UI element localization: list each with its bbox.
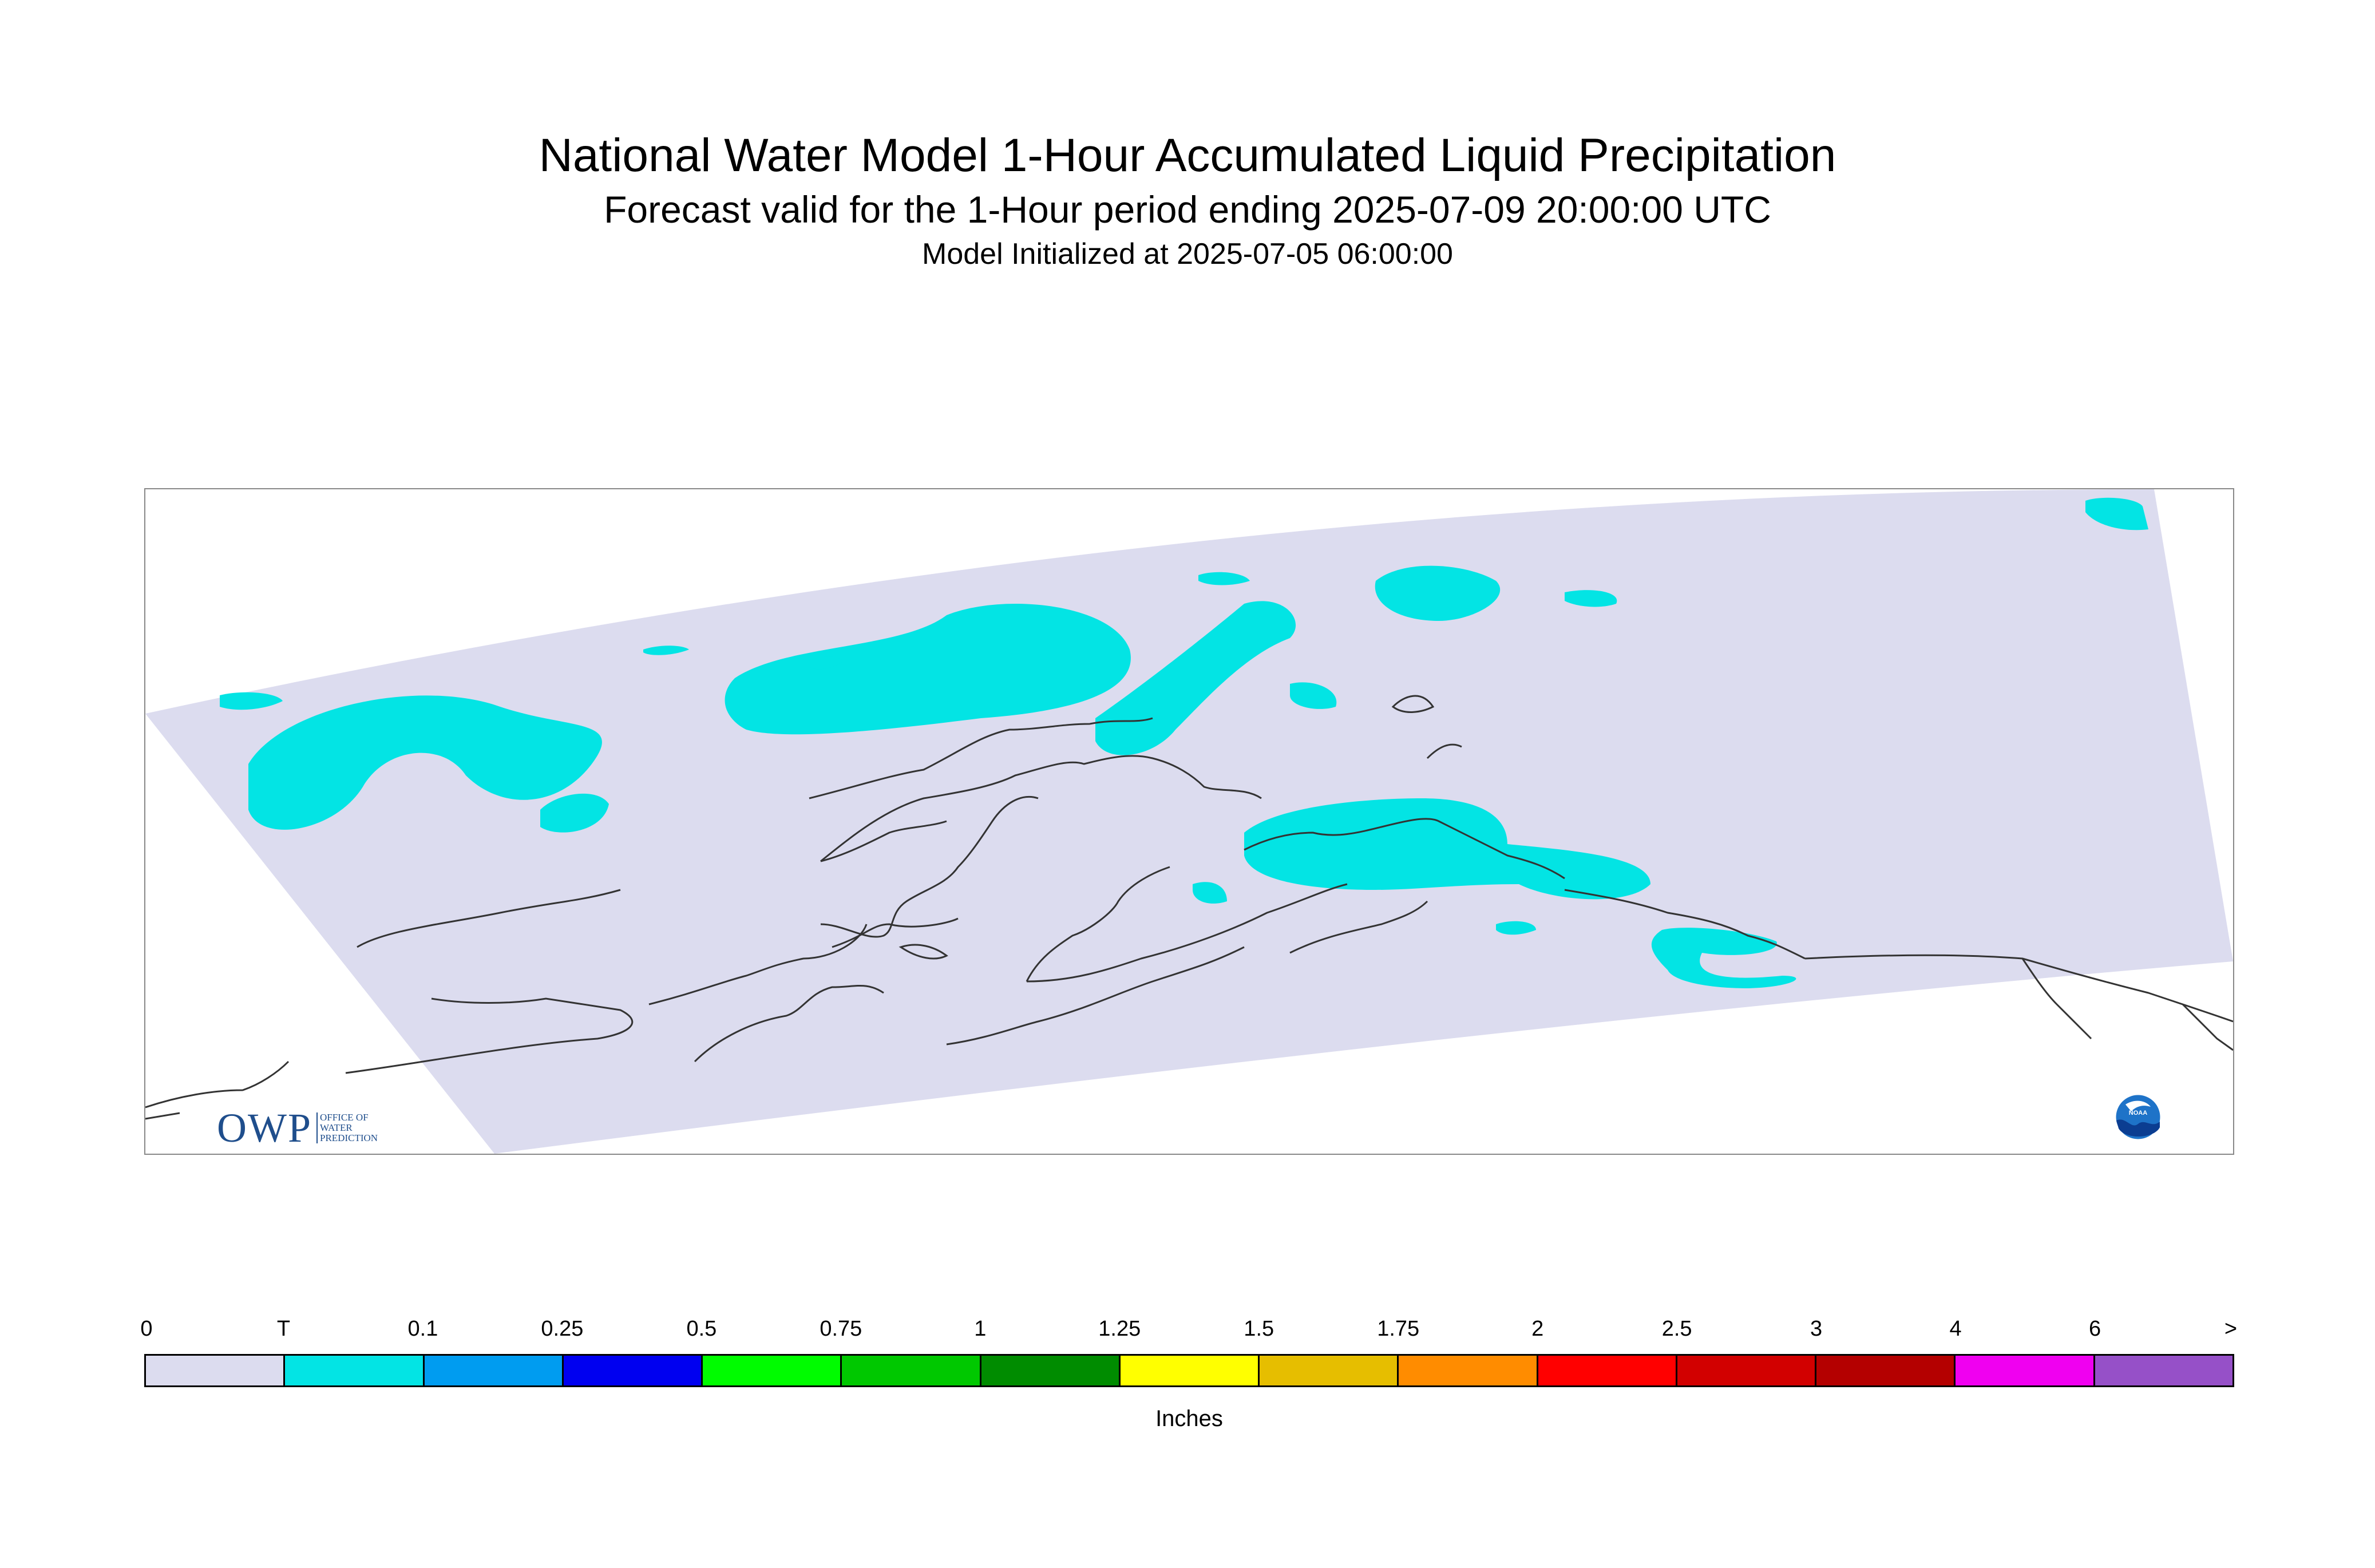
colorbar-swatch	[1260, 1356, 1399, 1385]
colorbar	[144, 1354, 2234, 1387]
colorbar-swatch	[703, 1356, 842, 1385]
model-domain-area	[145, 489, 2233, 1154]
colorbar-tick-label: 6	[2088, 1317, 2101, 1341]
coastline	[1391, 695, 1435, 713]
precip-area	[809, 656, 844, 670]
colorbar-tick-label: 0.1	[407, 1317, 438, 1341]
map-title: National Water Model 1-Hour Accumulated …	[539, 129, 1836, 181]
precip-area	[1651, 928, 1796, 988]
coastline	[1244, 818, 1565, 880]
noaa-logo-icon	[2114, 1093, 2162, 1141]
noaa-logo-text: NOAA	[2128, 1110, 2148, 1116]
owp-logo-icon: OWP	[217, 1105, 312, 1151]
colorbar-tick-label: 0.75	[820, 1317, 862, 1341]
colorbar-tick-label: 1.5	[1244, 1317, 1274, 1341]
precip-area	[1290, 682, 1337, 709]
colorbar-tick-label: 0.25	[541, 1317, 584, 1341]
coastline	[1289, 900, 1428, 954]
colorbar-swatch	[563, 1356, 703, 1385]
coastline	[1026, 883, 1348, 983]
colorbar-swatch	[1538, 1356, 1677, 1385]
precip-area	[1095, 601, 1296, 755]
coastline	[357, 889, 621, 948]
coastline	[946, 946, 1245, 1046]
coastline	[2021, 958, 2092, 1040]
coastline	[694, 985, 884, 1063]
coastlines	[145, 695, 2233, 1120]
coastline	[820, 820, 947, 862]
colorbar-swatch	[285, 1356, 425, 1385]
precip-area	[1244, 798, 1650, 900]
owp-text-line: WATER	[320, 1122, 353, 1133]
coastline	[1564, 889, 1806, 960]
colorbar-tick-label: T	[276, 1317, 291, 1341]
colorbar-tick-label: 1.75	[1377, 1317, 1420, 1341]
colorbar-swatch	[1677, 1356, 1817, 1385]
coastline	[1026, 866, 1170, 982]
coastline	[648, 924, 868, 1005]
coastline	[820, 755, 1262, 862]
colorbar-tick-label: 2	[1531, 1317, 1544, 1341]
precip-area	[1198, 572, 1250, 585]
precipitation-map	[145, 489, 2233, 1154]
colorbar-tick-label: 0	[140, 1317, 153, 1341]
colorbar-swatch	[146, 1356, 286, 1385]
coastline	[145, 1112, 180, 1120]
precip-area	[643, 646, 689, 655]
precipitation-areas	[220, 497, 2148, 988]
colorbar-legend: 0 T 0.1 0.25 0.5 0.75 1 1.25 1.5 1.75 2 2.5 3 4 6 > Inc…	[140, 1316, 2238, 1436]
coastline	[832, 917, 959, 948]
owp-text-line: PREDICTION	[320, 1133, 378, 1143]
coastline	[345, 997, 634, 1074]
colorbar-swatch	[1399, 1356, 1538, 1385]
owp-text-line: OFFICE OF	[320, 1112, 369, 1123]
precip-area	[220, 692, 283, 710]
colorbar-swatch	[842, 1356, 981, 1385]
coastline	[145, 1060, 290, 1108]
precip-area	[540, 793, 609, 833]
map-subtitle: Forecast valid for the 1-Hour period end…	[604, 188, 1771, 231]
precip-area	[1496, 921, 1536, 935]
colorbar-tick-label: 1.25	[1098, 1317, 1141, 1341]
colorbar-tick-label: 0.5	[686, 1317, 717, 1341]
colorbar-swatch	[1816, 1356, 1956, 1385]
model-init-label: Model Initialized at 2025-07-05 06:00:00	[922, 237, 1453, 271]
coastline	[820, 795, 1039, 938]
precip-area	[1565, 590, 1617, 607]
colorbar-tick-label: 1	[974, 1317, 987, 1341]
owp-logo-text: OFFICE OF WATER PREDICTION	[316, 1112, 378, 1143]
colorbar-units-label: Inches	[1155, 1406, 1223, 1431]
colorbar-tick-label: 4	[1949, 1317, 1962, 1341]
colorbar-swatch	[424, 1356, 564, 1385]
precip-area	[248, 695, 602, 830]
coastline	[1804, 954, 2233, 1023]
colorbar-swatch	[1956, 1356, 2095, 1385]
colorbar-tick-label: >	[2224, 1317, 2238, 1341]
colorbar-tick-label: 2.5	[1661, 1317, 1692, 1341]
precip-area	[725, 604, 1131, 735]
owp-logo: OWP OFFICE OF WATER PREDICTION	[217, 1107, 378, 1149]
map-panel: OWP OFFICE OF WATER PREDICTION NOAA	[144, 488, 2234, 1155]
coastline	[2182, 1003, 2233, 1051]
colorbar-swatch	[1120, 1356, 1260, 1385]
precip-area	[1193, 882, 1227, 904]
coastline	[1426, 743, 1462, 759]
colorbar-swatch	[2095, 1356, 2232, 1385]
colorbar-tick-label: 3	[1810, 1317, 1823, 1341]
coastline	[898, 944, 948, 960]
colorbar-swatch	[981, 1356, 1121, 1385]
precip-area	[1375, 565, 1501, 621]
coastline	[809, 717, 1153, 799]
precip-area	[2085, 497, 2148, 530]
